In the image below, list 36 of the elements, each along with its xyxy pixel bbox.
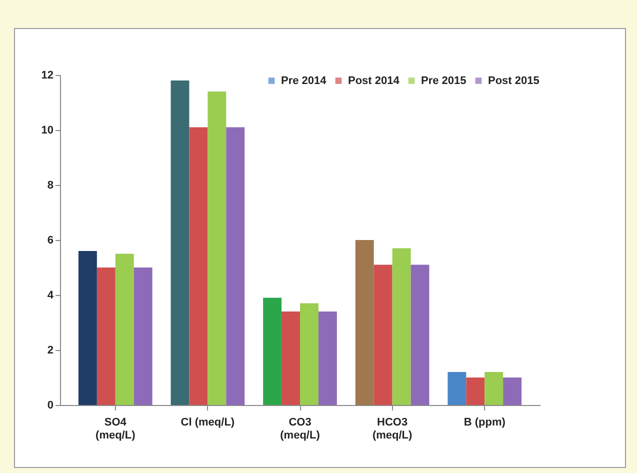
x-tick-label: Cl (meq/L) [180,416,235,428]
bar [355,240,374,405]
y-tick-label: 10 [41,124,54,136]
bar [208,92,226,405]
bar [170,80,190,405]
x-tick-label: CO3 (meq/L) [280,416,320,442]
bar [96,268,116,405]
bar [78,251,97,405]
y-tick-label: 2 [47,344,54,356]
bar [392,248,411,405]
bar [263,298,282,405]
bar [282,312,300,405]
bar [374,264,392,405]
bar [484,372,504,405]
bar [410,264,430,405]
y-tick-label: 0 [47,400,54,412]
bar [115,254,134,405]
x-tick-label: B (ppm) [464,416,506,428]
bar [226,127,245,405]
bar [466,378,485,405]
bar [448,372,466,405]
legend-label: Post 2015 [488,74,540,87]
y-tick-label: 8 [47,180,54,192]
bar [189,127,208,405]
bar [300,303,318,405]
legend-label: Pre 2014 [281,74,328,87]
y-tick-label: 4 [47,290,54,302]
y-tick-label: 12 [41,70,54,82]
legend-label: Post 2014 [348,74,400,87]
y-tick-label: 6 [47,234,54,246]
bar [503,378,522,405]
x-tick-label: HCO3 (meq/L) [372,416,412,442]
x-tick-label: SO4 (meq/L) [96,416,136,442]
legend-label: Pre 2015 [421,74,466,87]
bar [134,268,152,405]
bar [318,312,337,405]
